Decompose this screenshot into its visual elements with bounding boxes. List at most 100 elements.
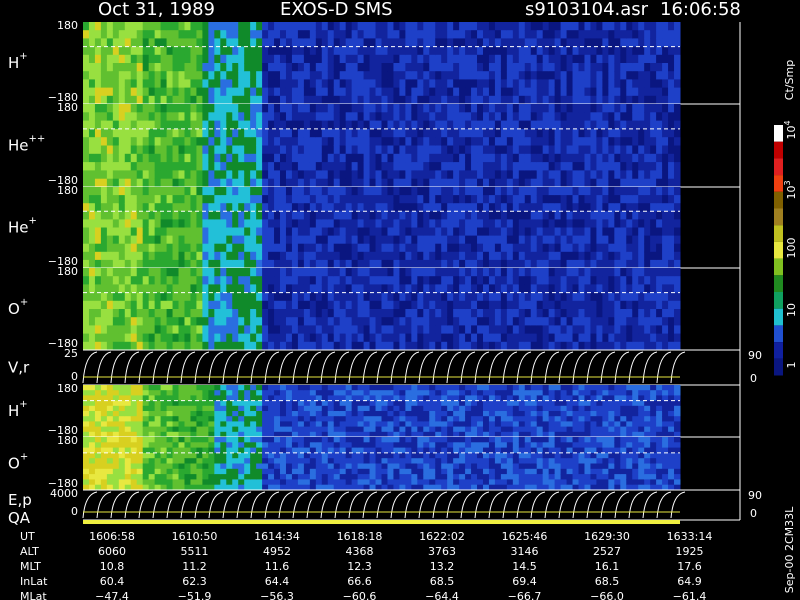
spectrogram-cell	[393, 162, 400, 171]
spectrogram-cell	[88, 178, 96, 188]
spectrogram-cell	[112, 95, 120, 105]
spectrogram-cell	[130, 153, 138, 163]
spectrogram-cell	[411, 187, 418, 196]
spectrogram-cell	[548, 243, 556, 253]
spectrogram-cell	[548, 227, 556, 237]
spectrogram-cell	[638, 63, 645, 72]
spectrogram-cell	[94, 325, 102, 335]
spectrogram-cell	[566, 426, 574, 433]
spectrogram-cell	[512, 431, 520, 438]
spectrogram-cell	[297, 128, 305, 138]
spectrogram-cell	[297, 325, 305, 335]
spectrogram-cell	[405, 170, 412, 180]
spectrogram-cell	[572, 128, 580, 138]
spectrogram-cell	[184, 284, 191, 294]
spectrogram-cell	[471, 390, 478, 396]
spectrogram-cell	[638, 178, 645, 188]
spectrogram-cell	[345, 284, 353, 294]
spectrogram-cell	[297, 341, 305, 351]
spectrogram-cell	[244, 227, 251, 237]
spectrogram-cell	[244, 284, 251, 294]
panel-charge: +	[29, 216, 37, 227]
spectrogram-cell	[662, 170, 669, 180]
spectrogram-cell	[626, 137, 633, 146]
spectrogram-cell	[339, 211, 347, 220]
spectrogram-cell	[524, 325, 532, 335]
spectrogram-cell	[285, 120, 293, 130]
spectrogram-cell	[471, 178, 478, 188]
spectrogram-cell	[285, 390, 293, 396]
spectrogram-cell	[405, 300, 412, 310]
spectrogram-cell	[148, 395, 156, 402]
spectrogram-cell	[357, 390, 365, 396]
spectrogram-cell	[602, 87, 609, 97]
spectrogram-cell	[662, 71, 669, 80]
spectrogram-cell	[106, 145, 114, 155]
spectrogram-cell	[268, 87, 275, 97]
spectrogram-cell	[632, 292, 639, 302]
spectrogram-cell	[554, 162, 562, 171]
spectrogram-cell	[309, 178, 317, 188]
spectrogram-cell	[399, 251, 406, 261]
spectrogram-cell	[584, 300, 591, 310]
pitch-curve	[124, 351, 140, 384]
spectrogram-cell	[268, 411, 275, 417]
spectrogram-cell	[238, 137, 245, 146]
spectrogram-cell	[411, 178, 418, 188]
spectrogram-cell	[256, 390, 263, 396]
pitch-curve	[348, 351, 364, 384]
spectrogram-cell	[333, 333, 341, 343]
spectrogram-cell	[83, 137, 90, 146]
spectrogram-cell	[250, 145, 257, 155]
spectrogram-cell	[274, 317, 281, 326]
spectrogram-cell	[411, 128, 418, 138]
spectrogram-cell	[614, 400, 621, 407]
spectrogram-cell	[154, 411, 162, 417]
spectrogram-cell	[190, 405, 197, 412]
spectrogram-cell	[375, 235, 382, 245]
spectrogram-cell	[465, 38, 472, 48]
spectrogram-cell	[232, 137, 239, 146]
spectrogram-cell	[411, 300, 418, 310]
spectrogram-cell	[369, 385, 377, 391]
spectrogram-cell	[417, 235, 424, 245]
spectrogram-cell	[208, 385, 215, 391]
spectrogram-cell	[297, 243, 305, 253]
spectrogram-cell	[291, 128, 299, 138]
spectrogram-cell	[417, 333, 424, 343]
spectrogram-cell	[554, 104, 562, 113]
spectrogram-cell	[548, 251, 556, 261]
spectrogram-cell	[262, 211, 269, 220]
spectrogram-cell	[160, 395, 168, 402]
spectrogram-cell	[554, 120, 562, 130]
spectrogram-cell	[345, 276, 353, 285]
spectrogram-cell	[572, 276, 580, 285]
spectrogram-cell	[626, 276, 633, 285]
spectrogram-cell	[614, 416, 621, 422]
spectrogram-cell	[572, 219, 580, 228]
spectrogram-cell	[190, 400, 197, 407]
spectrogram-cell	[566, 87, 574, 97]
spectrogram-cell	[375, 317, 382, 326]
spectrogram-cell	[142, 170, 150, 180]
spectrogram-cell	[530, 153, 538, 163]
spectrogram-cell	[130, 292, 138, 302]
spectrogram-cell	[608, 95, 615, 105]
spectrogram-cell	[357, 30, 365, 39]
spectrogram-cell	[662, 309, 669, 318]
spectrogram-cell	[566, 268, 574, 277]
spectrogram-cell	[459, 284, 466, 294]
spectrogram-cell	[184, 300, 191, 310]
spectrogram-cell	[285, 22, 293, 31]
spectrogram-cell	[333, 137, 341, 146]
spectrogram-cell	[351, 227, 359, 237]
spectrogram-cell	[166, 63, 174, 72]
spectrogram-cell	[536, 276, 544, 285]
spectrogram-cell	[268, 341, 275, 351]
spectrogram-cell	[339, 251, 347, 261]
spectrogram-cell	[644, 268, 651, 277]
spectrogram-cell	[644, 341, 651, 351]
spectrogram-cell	[524, 162, 532, 171]
spectrogram-cell	[190, 112, 197, 122]
spectrogram-cell	[584, 309, 591, 318]
